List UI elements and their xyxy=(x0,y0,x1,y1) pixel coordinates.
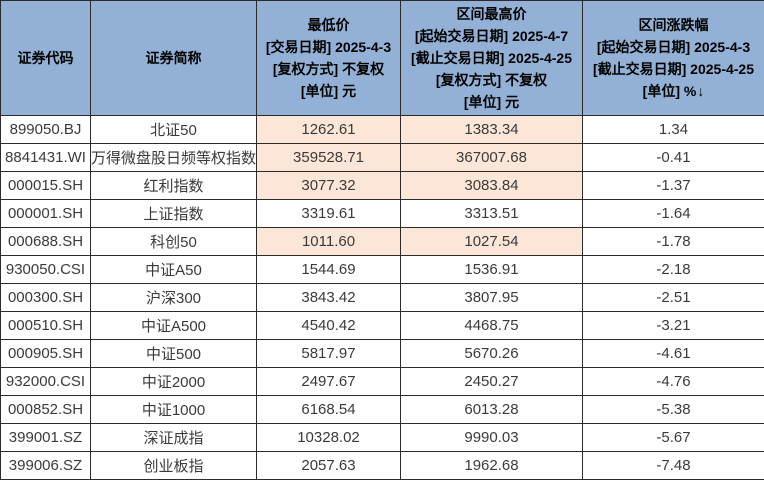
table-row: 000852.SH 中证1000 6168.54 6013.28 -5.38 xyxy=(0,395,764,424)
table-row: 930050.CSI 中证A50 1544.69 1536.91 -2.18 xyxy=(0,255,764,284)
cell-interval-change[interactable]: -7.48 xyxy=(582,451,764,480)
table-row: 399006.SZ 创业板指 2057.63 1962.68 -7.48 xyxy=(0,451,764,480)
col-header-interval-high[interactable]: 区间最高价 [起始交易日期] 2025-4-7 [截止交易日期] 2025-4-… xyxy=(400,0,583,116)
cell-low-price[interactable]: 2057.63 xyxy=(256,451,401,480)
cell-security-code[interactable]: 899050.BJ xyxy=(0,115,91,144)
cell-low-price[interactable]: 4540.42 xyxy=(256,311,401,340)
cell-low-price[interactable]: 3077.32 xyxy=(256,171,401,200)
cell-low-price[interactable]: 1011.60 xyxy=(256,227,401,256)
cell-security-code[interactable]: 399001.SZ xyxy=(0,423,91,452)
cell-security-code[interactable]: 000015.SH xyxy=(0,171,91,200)
cell-interval-change[interactable]: -5.67 xyxy=(582,423,764,452)
cell-low-price[interactable]: 2497.67 xyxy=(256,367,401,396)
cell-interval-change[interactable]: -5.38 xyxy=(582,395,764,424)
cell-interval-high[interactable]: 4468.75 xyxy=(400,311,583,340)
cell-low-price[interactable]: 10328.02 xyxy=(256,423,401,452)
table-row: 000001.SH 上证指数 3319.61 3313.51 -1.64 xyxy=(0,199,764,228)
cell-interval-high[interactable]: 2450.27 xyxy=(400,367,583,396)
col-header-low-price-label: 最低价 [交易日期] 2025-4-3 [复权方式] 不复权 [单位] 元 xyxy=(265,17,392,99)
unit-label: [单位] % xyxy=(642,83,697,99)
cell-interval-change[interactable]: -2.51 xyxy=(582,283,764,312)
cell-security-name[interactable]: 中证500 xyxy=(90,339,257,368)
col-header-low-price[interactable]: 最低价 [交易日期] 2025-4-3 [复权方式] 不复权 [单位] 元 xyxy=(256,0,401,116)
table-row: 000015.SH 红利指数 3077.32 3083.84 -1.37 xyxy=(0,171,764,200)
table-row: 000688.SH 科创50 1011.60 1027.54 -1.78 xyxy=(0,227,764,256)
cell-interval-high[interactable]: 1962.68 xyxy=(400,451,583,480)
cell-security-code[interactable]: 000852.SH xyxy=(0,395,91,424)
header-row: 证券代码 证券简称 最低价 [交易日期] 2025-4-3 [复权方式] 不复权… xyxy=(0,0,764,116)
cell-security-code[interactable]: 000688.SH xyxy=(0,227,91,256)
col-header-name-label: 证券简称 xyxy=(145,50,202,66)
col-header-name[interactable]: 证券简称 xyxy=(90,0,257,116)
cell-security-code[interactable]: 932000.CSI xyxy=(0,367,91,396)
cell-security-name[interactable]: 中证A500 xyxy=(90,311,257,340)
cell-interval-change[interactable]: -1.78 xyxy=(582,227,764,256)
cell-security-name[interactable]: 上证指数 xyxy=(90,199,257,228)
cell-interval-change[interactable]: -4.61 xyxy=(582,339,764,368)
cell-interval-high[interactable]: 5670.26 xyxy=(400,339,583,368)
col-header-code[interactable]: 证券代码 xyxy=(0,0,91,116)
col-header-interval-change[interactable]: 区间涨跌幅 [起始交易日期] 2025-4-3 [截止交易日期] 2025-4-… xyxy=(582,0,764,116)
cell-interval-high[interactable]: 367007.68 xyxy=(400,143,583,172)
cell-low-price[interactable]: 3319.61 xyxy=(256,199,401,228)
cell-security-name[interactable]: 中证2000 xyxy=(90,367,257,396)
cell-low-price[interactable]: 3843.42 xyxy=(256,283,401,312)
table-row: 399001.SZ 深证成指 10328.02 9990.03 -5.67 xyxy=(0,423,764,452)
cell-interval-high[interactable]: 3313.51 xyxy=(400,199,583,228)
cell-security-name[interactable]: 深证成指 xyxy=(90,423,257,452)
cell-security-name[interactable]: 沪深300 xyxy=(90,283,257,312)
cell-security-code[interactable]: 399006.SZ xyxy=(0,451,91,480)
cell-low-price[interactable]: 5817.97 xyxy=(256,339,401,368)
table-row: 932000.CSI 中证2000 2497.67 2450.27 -4.76 xyxy=(0,367,764,396)
table-row: 000510.SH 中证A500 4540.42 4468.75 -3.21 xyxy=(0,311,764,340)
cell-interval-change[interactable]: -2.18 xyxy=(582,255,764,284)
cell-security-code[interactable]: 000905.SH xyxy=(0,339,91,368)
cell-interval-high[interactable]: 6013.28 xyxy=(400,395,583,424)
table-row: 000300.SH 沪深300 3843.42 3807.95 -2.51 xyxy=(0,283,764,312)
cell-interval-change[interactable]: -4.76 xyxy=(582,367,764,396)
col-header-interval-change-label: 区间涨跌幅 [起始交易日期] 2025-4-3 [截止交易日期] 2025-4-… xyxy=(592,17,755,77)
table-body: 899050.BJ 北证50 1262.61 1383.34 1.34 8841… xyxy=(0,115,764,480)
cell-low-price[interactable]: 1262.61 xyxy=(256,115,401,144)
col-header-code-label: 证券代码 xyxy=(17,50,74,66)
col-header-interval-high-label: 区间最高价 [起始交易日期] 2025-4-7 [截止交易日期] 2025-4-… xyxy=(410,6,573,110)
cell-security-name[interactable]: 中证A50 xyxy=(90,255,257,284)
cell-interval-change[interactable]: -1.64 xyxy=(582,199,764,228)
cell-low-price[interactable]: 6168.54 xyxy=(256,395,401,424)
table-row: 899050.BJ 北证50 1262.61 1383.34 1.34 xyxy=(0,115,764,144)
cell-security-code[interactable]: 000001.SH xyxy=(0,199,91,228)
table-row: 000905.SH 中证500 5817.97 5670.26 -4.61 xyxy=(0,339,764,368)
cell-low-price[interactable]: 1544.69 xyxy=(256,255,401,284)
cell-security-name[interactable]: 红利指数 xyxy=(90,171,257,200)
cell-interval-high[interactable]: 3807.95 xyxy=(400,283,583,312)
cell-security-code[interactable]: 000510.SH xyxy=(0,311,91,340)
cell-security-name[interactable]: 中证1000 xyxy=(90,395,257,424)
cell-security-name[interactable]: 创业板指 xyxy=(90,451,257,480)
cell-interval-change[interactable]: -0.41 xyxy=(582,143,764,172)
sort-descending-icon[interactable]: ↓ xyxy=(697,83,705,99)
cell-interval-high[interactable]: 1536.91 xyxy=(400,255,583,284)
cell-interval-high[interactable]: 3083.84 xyxy=(400,171,583,200)
cell-security-name[interactable]: 科创50 xyxy=(90,227,257,256)
cell-interval-change[interactable]: -3.21 xyxy=(582,311,764,340)
cell-low-price[interactable]: 359528.71 xyxy=(256,143,401,172)
cell-interval-change[interactable]: 1.34 xyxy=(582,115,764,144)
cell-security-code[interactable]: 000300.SH xyxy=(0,283,91,312)
cell-interval-high[interactable]: 9990.03 xyxy=(400,423,583,452)
table-row: 8841431.WI 万得微盘股日频等权指数 359528.71 367007.… xyxy=(0,143,764,172)
cell-interval-high[interactable]: 1383.34 xyxy=(400,115,583,144)
cell-interval-change[interactable]: -1.37 xyxy=(582,171,764,200)
cell-security-name[interactable]: 万得微盘股日频等权指数 xyxy=(90,143,257,172)
cell-security-code[interactable]: 8841431.WI xyxy=(0,143,91,172)
cell-security-name[interactable]: 北证50 xyxy=(90,115,257,144)
cell-interval-high[interactable]: 1027.54 xyxy=(400,227,583,256)
cell-security-code[interactable]: 930050.CSI xyxy=(0,255,91,284)
col-header-unit-row: [单位] %↓ xyxy=(584,80,764,102)
